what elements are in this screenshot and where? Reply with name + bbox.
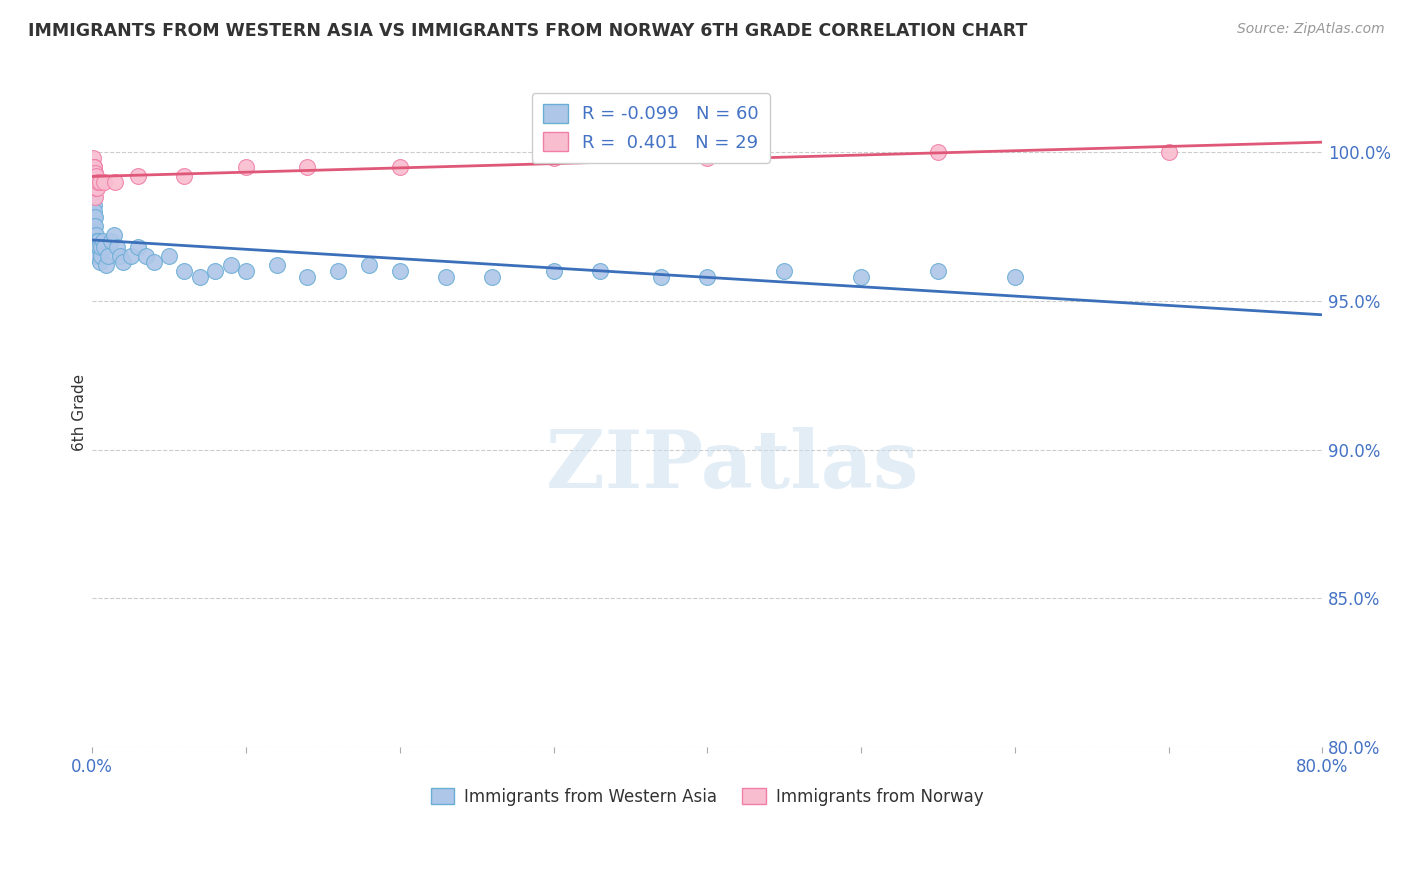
Point <box>83 175 105 189</box>
Point <box>83 160 105 174</box>
Point <box>105 240 128 254</box>
Point <box>86 249 108 263</box>
Point <box>127 169 149 183</box>
Point <box>83 169 105 183</box>
Point <box>100 234 122 248</box>
Point <box>90 240 112 254</box>
Point <box>696 269 718 284</box>
Point <box>93 240 115 254</box>
Point <box>84 219 107 234</box>
Point <box>82 166 104 180</box>
Point <box>84 189 107 203</box>
Point <box>696 151 718 165</box>
Point <box>83 234 105 248</box>
Point <box>84 169 107 183</box>
Point <box>120 249 142 263</box>
Point <box>86 249 108 263</box>
Point <box>83 166 105 180</box>
Point <box>127 240 149 254</box>
Point <box>83 198 105 212</box>
Point <box>83 160 105 174</box>
Point <box>235 264 257 278</box>
Point <box>297 160 319 174</box>
Point <box>82 175 104 189</box>
Point <box>84 228 107 243</box>
Point <box>927 145 949 159</box>
Y-axis label: 6th Grade: 6th Grade <box>72 374 87 451</box>
Point <box>328 264 350 278</box>
Point <box>83 160 105 174</box>
Point <box>89 175 111 189</box>
Point <box>82 160 104 174</box>
Point <box>93 175 115 189</box>
Point <box>927 264 949 278</box>
Point <box>388 264 411 278</box>
Point <box>82 151 104 165</box>
Point <box>481 269 503 284</box>
Point <box>83 219 105 234</box>
Point <box>589 264 612 278</box>
Point <box>135 249 157 263</box>
Point <box>96 249 118 263</box>
Point <box>650 269 672 284</box>
Point <box>235 160 257 174</box>
Point <box>1157 145 1180 159</box>
Point <box>204 264 226 278</box>
Point <box>83 211 105 225</box>
Point <box>86 234 108 248</box>
Point <box>1004 269 1026 284</box>
Point <box>543 151 565 165</box>
Point <box>86 234 108 248</box>
Point <box>142 255 165 269</box>
Text: IMMIGRANTS FROM WESTERN ASIA VS IMMIGRANTS FROM NORWAY 6TH GRADE CORRELATION CHA: IMMIGRANTS FROM WESTERN ASIA VS IMMIGRAN… <box>28 22 1028 40</box>
Point <box>83 180 105 194</box>
Point <box>91 234 114 248</box>
Point <box>157 249 180 263</box>
Point <box>83 171 105 186</box>
Point <box>87 240 110 254</box>
Point <box>104 175 127 189</box>
Point <box>84 175 107 189</box>
Text: Source: ZipAtlas.com: Source: ZipAtlas.com <box>1237 22 1385 37</box>
Point <box>87 240 110 254</box>
Point <box>357 258 380 272</box>
Point <box>89 255 111 269</box>
Point <box>94 258 117 272</box>
Point <box>86 180 108 194</box>
Legend: Immigrants from Western Asia, Immigrants from Norway: Immigrants from Western Asia, Immigrants… <box>425 781 990 813</box>
Point <box>83 204 105 219</box>
Point <box>87 249 110 263</box>
Point <box>219 258 242 272</box>
Point <box>83 228 105 243</box>
Point <box>388 160 411 174</box>
Point <box>111 255 134 269</box>
Point <box>434 269 457 284</box>
Point <box>103 228 125 243</box>
Point <box>266 258 288 272</box>
Point <box>83 211 105 225</box>
Point <box>84 180 107 194</box>
Point <box>82 160 104 174</box>
Point <box>543 264 565 278</box>
Point <box>173 169 195 183</box>
Point <box>108 249 131 263</box>
Point <box>773 264 796 278</box>
Point <box>84 240 107 254</box>
Text: ZIPatlas: ZIPatlas <box>546 427 918 505</box>
Point <box>90 249 112 263</box>
Point <box>297 269 319 284</box>
Point <box>83 166 105 180</box>
Point <box>173 264 195 278</box>
Point <box>87 175 110 189</box>
Point <box>83 189 105 203</box>
Point <box>84 240 107 254</box>
Point <box>82 180 104 194</box>
Point <box>849 269 872 284</box>
Point <box>188 269 211 284</box>
